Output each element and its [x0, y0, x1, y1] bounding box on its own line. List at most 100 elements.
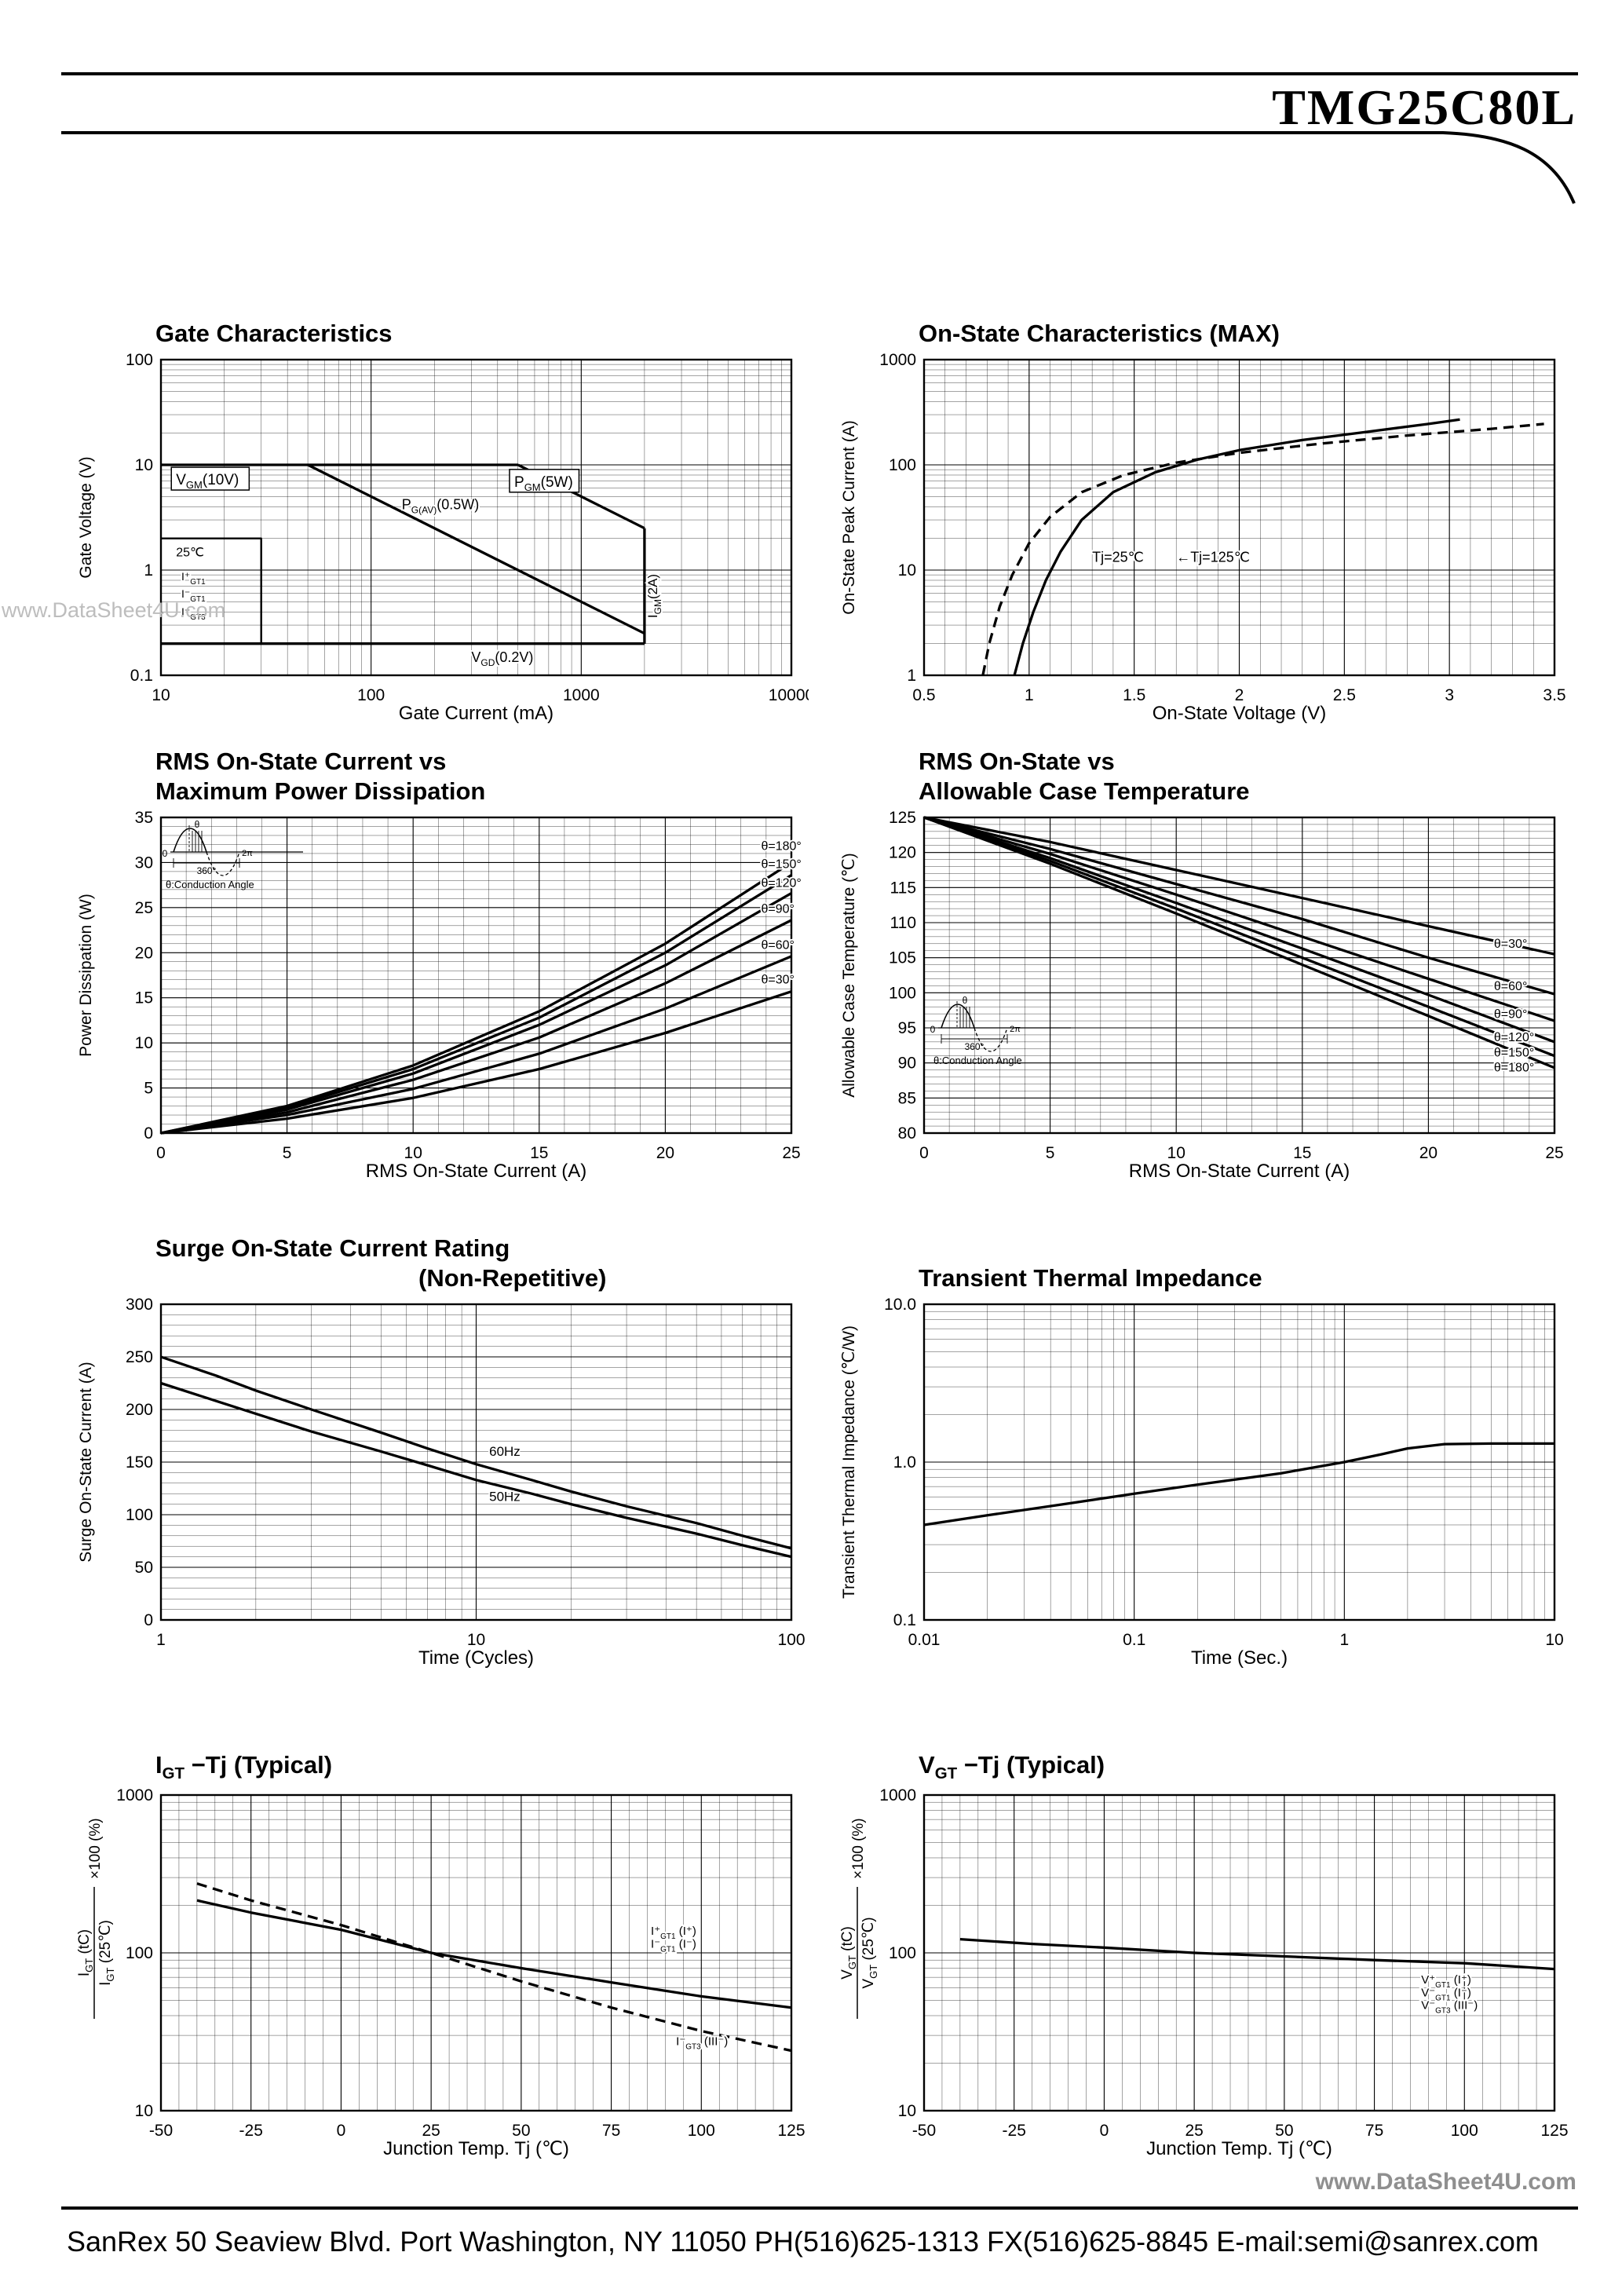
gate-pgav-0.5w-line: [307, 463, 645, 635]
casetemp-plot: 0 5 10 15 20 25 80 85 90 95 100 105 110 115 120 125 RMS …: [840, 809, 1564, 1182]
igt-igt3-curve: [196, 1882, 792, 2053]
svg-text:15: 15: [530, 1144, 548, 1162]
svg-text:100: 100: [889, 984, 916, 1002]
gate-data-label: IGM(2A): [645, 574, 663, 618]
power-data-label: θ=30°: [761, 973, 794, 986]
surge-data-label: 50Hz: [489, 1490, 521, 1504]
part-number-title: TMG25C80L: [1272, 79, 1576, 135]
header-top-rule: [61, 72, 1578, 75]
svg-text:10: 10: [404, 1144, 422, 1162]
igt-data-label: I⁻GT3 (III⁻): [676, 2035, 728, 2052]
vgt-data-label: V⁻GT3 (III⁻): [1421, 1999, 1478, 2016]
svg-text:-50: -50: [149, 2122, 173, 2140]
surge-x-axis-label: Time (Cycles): [418, 1647, 534, 1669]
casetemp-title-line2: Allowable Case Temperature: [919, 777, 1250, 806]
svg-text:15: 15: [1293, 1144, 1311, 1162]
svg-text:200: 200: [126, 1401, 153, 1419]
svg-text:150: 150: [126, 1453, 153, 1472]
svg-text:0.5: 0.5: [912, 686, 935, 704]
svg-text:θ: θ: [963, 995, 968, 1006]
chart-title-block: IGT −Tj (Typical): [63, 1712, 809, 1784]
power-data-label: θ=180°: [761, 839, 801, 853]
casetemp-theta-30: [923, 816, 1555, 956]
chart-vgt-vs-tj: VGT −Tj (Typical) -50 -25 0 25 50 75 100 125 10 10…: [826, 1712, 1572, 2161]
onstate-x-axis-label: On-State Voltage (V): [1153, 703, 1326, 724]
casetemp-x-axis-label: RMS On-State Current (A): [1129, 1161, 1350, 1182]
svg-text:5: 5: [283, 1144, 292, 1162]
gate-data-label: I⁻GT3: [181, 605, 206, 622]
svg-text:1: 1: [907, 667, 916, 685]
svg-text:115: 115: [890, 879, 916, 897]
svg-text:50: 50: [1275, 2122, 1293, 2140]
gate-data-label: I⁻GT1: [181, 587, 206, 604]
svg-text:25: 25: [1185, 2122, 1203, 2140]
svg-text:100: 100: [688, 2122, 715, 2140]
chart-case-temperature: RMS On-State vs Allowable Case Temperatur…: [826, 734, 1572, 1183]
svg-text:θ: θ: [195, 819, 200, 830]
chart-title-block: Gate Characteristics: [63, 276, 809, 349]
thermal-title: Transient Thermal Impedance: [919, 1264, 1262, 1292]
svg-text:3.5: 3.5: [1543, 686, 1565, 704]
svg-text:×100 (%): ×100 (%): [850, 1818, 867, 1879]
power-title-line2: Maximum Power Dissipation: [155, 777, 486, 806]
svg-text:10: 10: [135, 2102, 153, 2120]
svg-text:25: 25: [422, 2122, 440, 2140]
power-theta-150: [160, 874, 792, 1135]
svg-text:0: 0: [1100, 2122, 1109, 2140]
vgt-title: VGT −Tj (Typical): [919, 1750, 1105, 1783]
casetemp-data-label: θ=120°: [1494, 1031, 1534, 1044]
header-swoosh-rule: [61, 131, 1576, 204]
svg-text:85: 85: [898, 1089, 916, 1107]
svg-text:0.1: 0.1: [130, 667, 153, 685]
svg-text:125: 125: [889, 809, 916, 827]
svg-text:-25: -25: [239, 2122, 263, 2140]
chart-title-block: Surge On-State Current Rating (Non-Repeti…: [63, 1221, 809, 1293]
svg-text:100: 100: [126, 1506, 153, 1524]
thermal-y-axis-label: Transient Thermal Impedance (℃/W): [840, 1325, 858, 1599]
power-theta-30: [160, 990, 792, 1135]
svg-text:1: 1: [1339, 1631, 1349, 1649]
svg-text:10: 10: [898, 561, 916, 579]
svg-text:80: 80: [898, 1124, 916, 1143]
svg-text:×100 (%): ×100 (%): [87, 1818, 104, 1879]
casetemp-theta-180: [923, 816, 1555, 1069]
svg-text:IGT (25℃): IGT (25℃): [97, 1920, 116, 1986]
chart-title-block: VGT −Tj (Typical): [826, 1712, 1572, 1784]
thermal-x-axis-label: Time (Sec.): [1191, 1647, 1288, 1669]
gate-data-label: VGM(10V): [176, 472, 239, 491]
casetemp-theta-120: [923, 816, 1555, 1044]
onstate-y-axis-label: On-State Peak Current (A): [840, 420, 858, 614]
vgt-vgt-curve: [959, 1937, 1555, 1971]
svg-text:0: 0: [156, 1144, 166, 1162]
svg-text:100: 100: [126, 1944, 153, 1962]
surge-title-line2: (Non-Repetitive): [418, 1264, 607, 1292]
watermark: www.DataSheet4U.com: [1315, 2169, 1576, 2195]
svg-text:2π: 2π: [242, 849, 253, 858]
igt-data-label: I⁺GT1 (I⁺): [651, 1925, 696, 1941]
igt-x-axis-label: Junction Temp. Tj (℃): [383, 2138, 569, 2159]
svg-text:20: 20: [135, 944, 153, 962]
svg-text:95: 95: [898, 1019, 916, 1037]
gate-igt-region-box: [161, 537, 262, 644]
footer-address: SanRex 50 Seaview Blvd. Port Washington,…: [67, 2225, 1539, 2258]
vgt-y-axis-label: VGT (tC)VGT (25℃) ×100 (%): [839, 1818, 879, 2019]
casetemp-data-label: θ=60°: [1494, 980, 1527, 993]
surge-60hz-curve: [160, 1355, 792, 1550]
svg-text:105: 105: [889, 949, 916, 967]
casetemp-y-axis-label: Allowable Case Temperature (℃): [840, 853, 858, 1098]
onstate-data-label: Tj=25℃: [1092, 549, 1144, 565]
surge-title: Surge On-State Current Rating: [155, 1234, 510, 1263]
surge-plot: 1 10 100 0 50 100 150 200 250 300 Time (Cycles) Sur…: [77, 1296, 806, 1669]
svg-text:100: 100: [889, 456, 916, 474]
gate-data-label: PG(AV)(0.5W): [402, 496, 479, 515]
svg-text:1000: 1000: [563, 686, 600, 704]
svg-text:0.1: 0.1: [893, 1611, 916, 1629]
svg-text:120: 120: [889, 844, 916, 862]
svg-text:0: 0: [919, 1144, 929, 1162]
svg-text:20: 20: [656, 1144, 674, 1162]
svg-text:10: 10: [898, 2102, 916, 2120]
casetemp-theta-60: [923, 816, 1555, 996]
svg-text:0: 0: [930, 1024, 936, 1035]
power-data-label: θ=90°: [761, 903, 794, 916]
watermark: www.DataSheet4U.com: [2, 598, 226, 622]
